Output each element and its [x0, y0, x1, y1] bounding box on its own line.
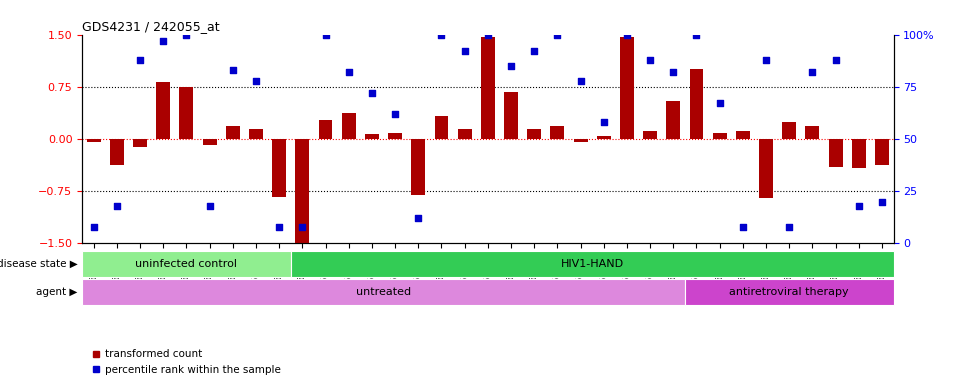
Point	[341, 69, 356, 75]
Bar	[388, 133, 402, 139]
Bar	[342, 113, 355, 139]
Point	[851, 203, 867, 209]
Point	[318, 31, 333, 38]
Bar	[156, 82, 170, 139]
Bar	[875, 139, 889, 166]
Point	[526, 48, 542, 55]
Bar	[620, 36, 634, 139]
Bar	[203, 139, 216, 145]
Point	[758, 56, 774, 63]
Text: untreated: untreated	[355, 287, 412, 297]
Point	[295, 223, 310, 230]
Point	[874, 199, 890, 205]
Point	[828, 56, 843, 63]
Bar	[782, 122, 796, 139]
Point	[434, 31, 449, 38]
Bar	[481, 36, 495, 139]
Bar	[713, 133, 726, 139]
Text: antiretroviral therapy: antiretroviral therapy	[729, 287, 849, 297]
Bar	[82, 279, 685, 305]
Point	[735, 223, 751, 230]
Bar	[296, 139, 309, 243]
Text: HIV1-HAND: HIV1-HAND	[560, 259, 624, 269]
Point	[689, 31, 704, 38]
Point	[86, 223, 101, 230]
Point	[271, 223, 287, 230]
Point	[179, 31, 194, 38]
Bar	[667, 101, 680, 139]
Bar	[87, 139, 100, 142]
Point	[387, 111, 403, 117]
Point	[619, 31, 635, 38]
Bar	[291, 251, 894, 277]
Bar	[597, 136, 611, 139]
Text: uninfected control: uninfected control	[135, 259, 238, 269]
Bar	[133, 139, 147, 147]
Point	[596, 119, 611, 125]
Point	[805, 69, 820, 75]
Point	[781, 223, 797, 230]
Point	[411, 215, 426, 222]
Bar	[527, 129, 541, 139]
Text: disease state ▶: disease state ▶	[0, 259, 77, 269]
Point	[225, 67, 241, 73]
Bar	[685, 279, 894, 305]
Point	[202, 203, 217, 209]
Bar	[365, 134, 379, 139]
Bar	[110, 139, 124, 166]
Legend: transformed count, percentile rank within the sample: transformed count, percentile rank withi…	[87, 345, 285, 379]
Point	[480, 31, 496, 38]
Bar	[806, 126, 819, 139]
Bar	[852, 139, 866, 168]
Bar	[319, 120, 332, 139]
Bar	[458, 129, 471, 139]
Point	[573, 78, 588, 84]
Point	[642, 56, 658, 63]
Point	[712, 101, 727, 107]
Text: GDS4231 / 242055_at: GDS4231 / 242055_at	[82, 20, 219, 33]
Point	[132, 56, 148, 63]
Bar	[82, 251, 291, 277]
Bar	[435, 116, 448, 139]
Bar	[504, 92, 518, 139]
Point	[364, 90, 380, 96]
Bar	[551, 126, 564, 139]
Bar	[226, 126, 240, 139]
Bar	[736, 131, 750, 139]
Point	[457, 48, 472, 55]
Bar	[412, 139, 425, 195]
Point	[666, 69, 681, 75]
Point	[550, 31, 565, 38]
Bar	[643, 131, 657, 139]
Bar	[272, 139, 286, 197]
Point	[109, 203, 125, 209]
Point	[156, 38, 171, 44]
Bar	[249, 129, 263, 139]
Bar	[759, 139, 773, 198]
Text: agent ▶: agent ▶	[36, 287, 77, 297]
Point	[503, 63, 519, 69]
Bar	[574, 139, 587, 142]
Bar	[180, 87, 193, 139]
Bar	[829, 139, 842, 167]
Point	[248, 78, 264, 84]
Bar	[690, 70, 703, 139]
